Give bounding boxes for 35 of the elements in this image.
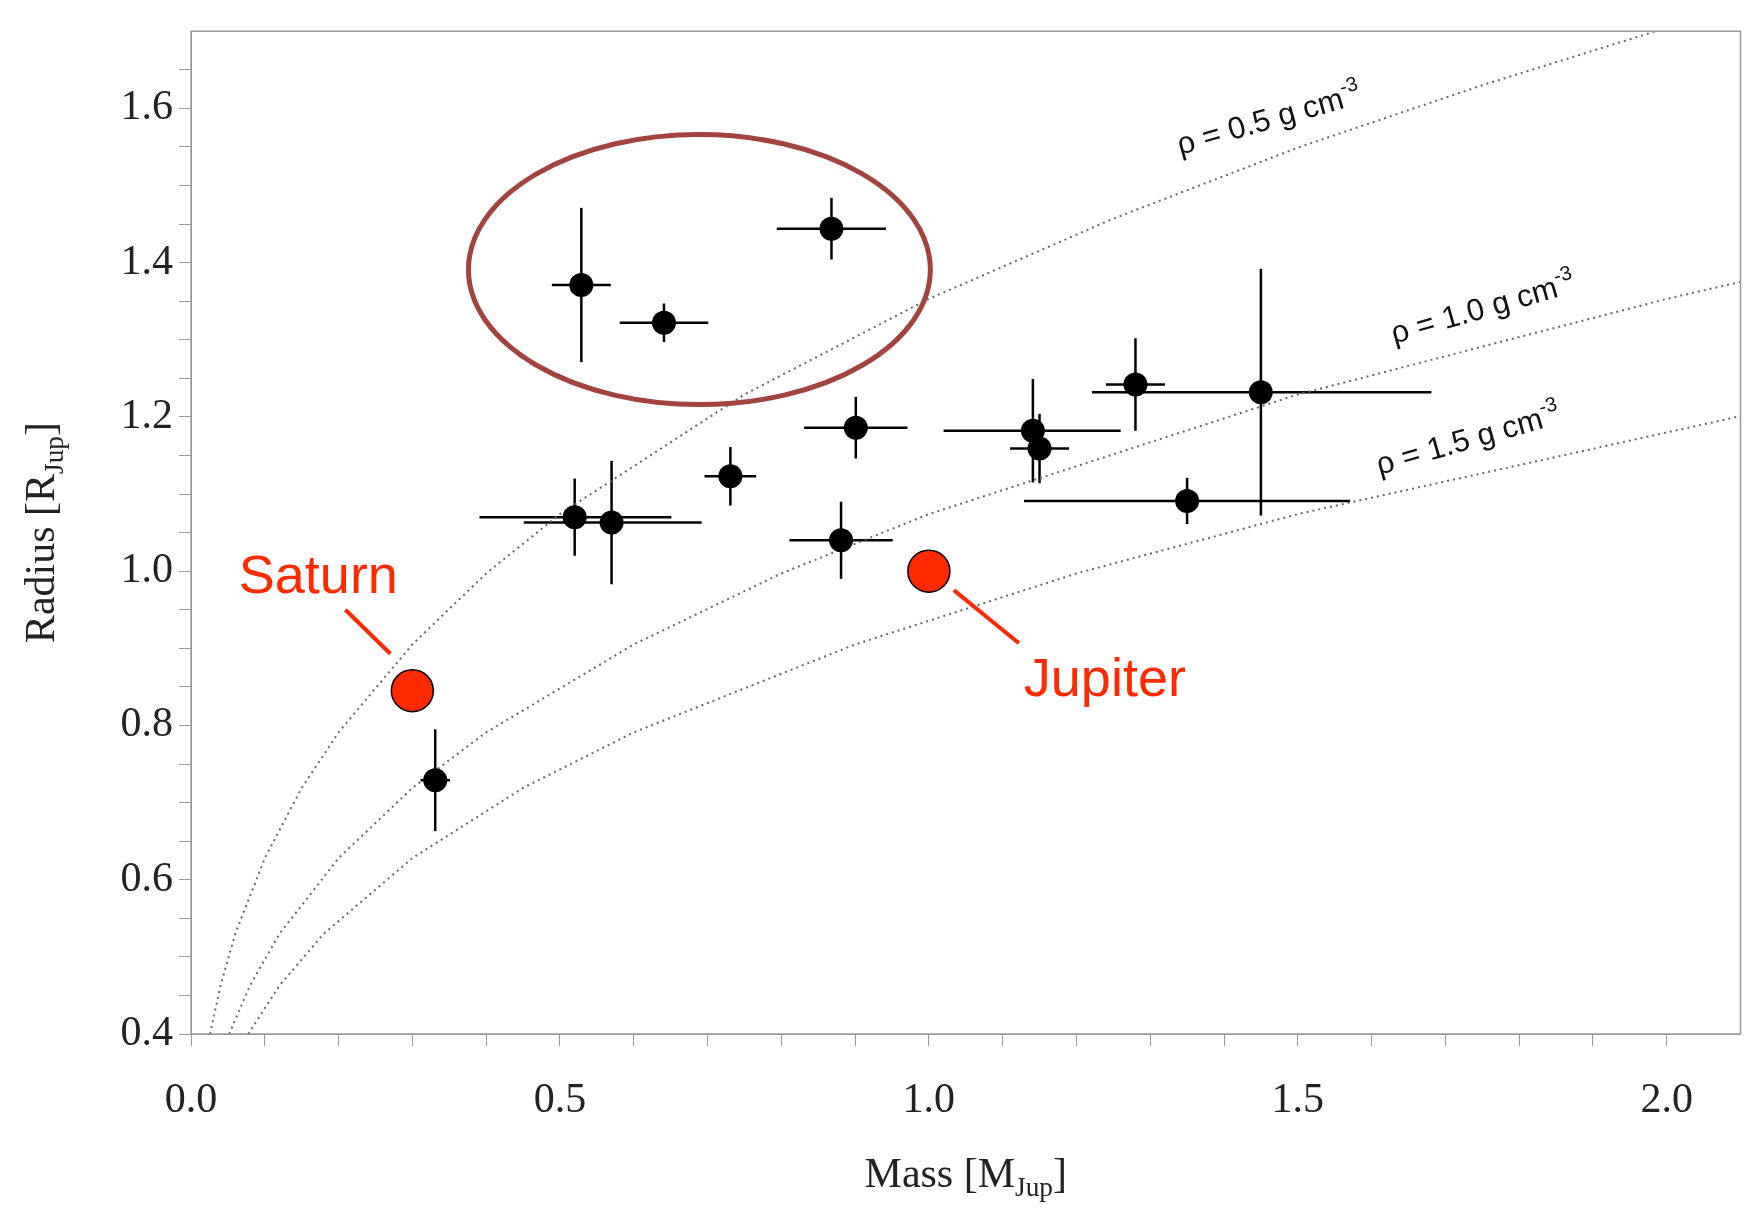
point xyxy=(1175,488,1200,513)
point xyxy=(718,464,743,489)
x-tick-label: 1.5 xyxy=(1271,1075,1325,1122)
point xyxy=(390,668,435,713)
point xyxy=(1123,372,1148,397)
y-tick-label: 1.2 xyxy=(120,390,173,437)
x-tick-label: 2.0 xyxy=(1640,1075,1693,1122)
point xyxy=(829,528,854,553)
y-tick-label: 1.0 xyxy=(120,545,173,592)
point xyxy=(1027,436,1052,461)
point xyxy=(423,768,448,793)
y-tick-label: 0.6 xyxy=(120,853,173,900)
point xyxy=(819,216,844,241)
y-axis-title: Radius [RJup] xyxy=(17,422,69,644)
point xyxy=(843,415,868,440)
point xyxy=(569,272,594,297)
annotation: ρ = 0.5 g cm-3 xyxy=(1172,71,1361,162)
line-series xyxy=(228,280,1741,1034)
point xyxy=(562,505,587,530)
point xyxy=(599,510,624,535)
y-tick-label: 1.6 xyxy=(120,82,173,129)
point xyxy=(907,549,951,593)
annotation: ρ = 1.0 g cm-3 xyxy=(1386,260,1575,351)
annotation: ρ = 1.5 g cm-3 xyxy=(1371,392,1560,482)
y-tick-label: 1.4 xyxy=(120,236,173,283)
point xyxy=(651,310,676,335)
legend-label: Jupiter xyxy=(1023,647,1186,708)
x-tick-label: 1.0 xyxy=(902,1075,956,1122)
x-tick-label: 0.5 xyxy=(533,1075,587,1122)
y-tick-label: 0.8 xyxy=(120,699,173,746)
point xyxy=(1248,380,1273,405)
line-series xyxy=(209,31,1657,1034)
series-label: Saturn xyxy=(238,543,398,604)
y-tick-label: 0.4 xyxy=(120,1008,173,1055)
x-tick-label: 0.0 xyxy=(164,1075,218,1122)
